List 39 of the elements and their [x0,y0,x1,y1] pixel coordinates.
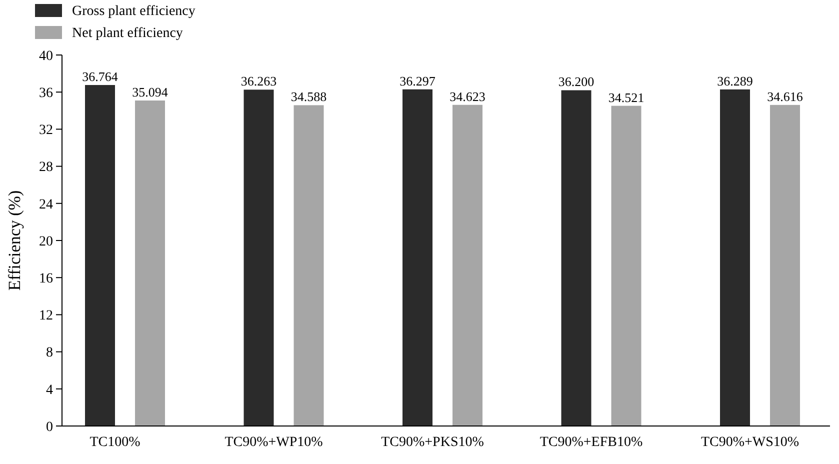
legend-label: Net plant efficiency [72,26,183,41]
data-label: 34.588 [290,89,327,104]
y-tick-label: 20 [39,234,53,250]
data-label: 35.094 [132,84,168,100]
bar [720,89,750,426]
x-tick-label: TC90%+WP10% [224,435,324,450]
bar [85,85,115,426]
bar [770,104,800,426]
data-label: 36.764 [82,69,118,84]
data-label: 36.200 [558,74,594,90]
y-tick-label: 16 [39,272,53,286]
x-tick-label: TC100% [90,435,141,450]
data-label: 36.263 [240,74,277,89]
data-label: 34.623 [450,88,486,104]
legend-label: Gross plant efficiency [72,4,196,19]
x-tick-label: TC90%+WS10% [700,435,800,450]
bar [611,106,642,426]
bar [135,100,165,426]
bar [561,90,592,426]
x-tick-label: TC90%+EFB10% [540,435,643,450]
data-label: 34.616 [767,88,804,104]
y-tick-label: 8 [46,346,53,361]
data-label: 36.297 [400,73,436,88]
y-tick-label: 28 [39,160,53,176]
y-axis-title: Efficiency (%) [5,190,24,291]
y-tick-label: 12 [39,308,53,324]
x-tick-label: TC90%+PKS10% [381,435,484,450]
data-label: 36.289 [717,73,753,88]
y-tick-label: 24 [39,197,53,212]
bar [452,104,482,426]
y-tick-label: 4 [46,382,53,398]
y-tick-label: 36 [39,86,53,101]
y-tick-label: 40 [39,48,53,64]
y-tick-label: 32 [39,123,53,138]
bar [244,90,274,426]
data-label: 34.521 [608,90,644,105]
bar [402,89,432,426]
bar [294,105,324,426]
y-tick-label: 0 [46,420,53,435]
